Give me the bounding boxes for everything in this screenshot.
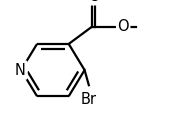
Text: Br: Br [81, 92, 97, 107]
Text: O: O [117, 19, 129, 34]
Text: N: N [15, 63, 26, 78]
Text: O: O [88, 0, 99, 4]
